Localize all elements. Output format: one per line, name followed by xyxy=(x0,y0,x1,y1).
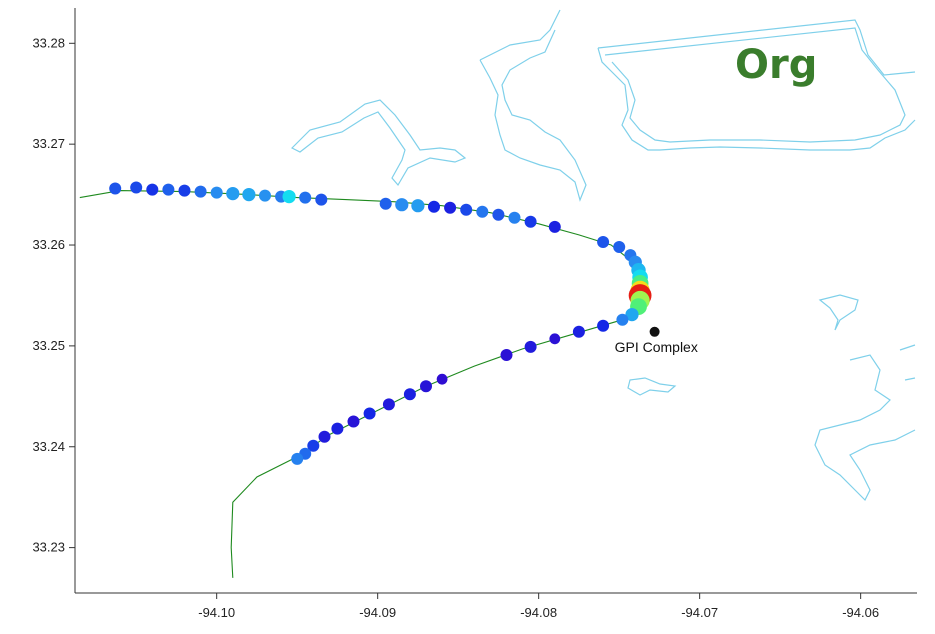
shoreline-east-inlet xyxy=(814,354,916,502)
measurement-point xyxy=(347,415,360,428)
shoreline-east-edge xyxy=(899,344,916,381)
measurement-point xyxy=(597,236,610,248)
shoreline-north-basin xyxy=(597,19,916,151)
measurement-point xyxy=(500,349,513,361)
measurement-point xyxy=(307,439,320,452)
measurement-point xyxy=(548,220,561,233)
shoreline-creek xyxy=(290,99,467,187)
measurement-point xyxy=(382,398,395,411)
x-tick-label: -94.07 xyxy=(681,605,718,620)
y-tick-label: 33.23 xyxy=(32,540,65,555)
measurement-point xyxy=(411,199,425,213)
measurement-point xyxy=(109,182,122,195)
measurement-point xyxy=(460,203,473,216)
measurement-points xyxy=(109,181,652,465)
y-tick-label: 33.27 xyxy=(32,136,65,151)
measurement-point xyxy=(524,215,537,228)
measurement-point xyxy=(403,388,416,401)
measurement-point xyxy=(259,189,271,202)
measurement-point xyxy=(331,422,344,435)
measurement-point xyxy=(242,188,256,202)
shoreline-east-bay xyxy=(818,294,859,331)
measurement-point xyxy=(315,193,328,206)
panel-label: Org xyxy=(735,42,817,88)
y-tick-label: 33.24 xyxy=(32,439,65,454)
x-tick-label: -94.09 xyxy=(359,605,396,620)
y-tick-label: 33.28 xyxy=(32,35,65,50)
measurement-point xyxy=(508,211,521,224)
measurement-point xyxy=(363,407,376,420)
measurement-point xyxy=(613,241,626,253)
measurement-point xyxy=(524,340,537,353)
measurement-point xyxy=(146,183,159,196)
shoreline-north-west xyxy=(479,9,587,202)
shoreline xyxy=(290,9,916,502)
measurement-point xyxy=(420,380,432,393)
measurement-point xyxy=(178,184,191,197)
measurement-point xyxy=(572,325,585,338)
site-label: GPI Complex xyxy=(615,339,698,355)
measurement-point xyxy=(436,373,448,385)
measurement-point xyxy=(162,183,175,196)
shoreline-south-islet xyxy=(627,377,677,396)
measurement-point xyxy=(616,313,629,326)
measurement-point xyxy=(379,197,392,210)
measurement-point xyxy=(597,319,610,332)
measurement-point xyxy=(226,187,240,201)
y-tick-label: 33.26 xyxy=(32,237,65,252)
measurement-point xyxy=(291,452,304,465)
y-tick-label: 33.25 xyxy=(32,338,65,353)
measurement-point xyxy=(476,205,489,218)
x-axis: -94.10 -94.09 -94.08 -94.07 -94.06 xyxy=(75,592,917,620)
measurement-point xyxy=(428,200,440,213)
measurement-point xyxy=(395,198,409,212)
measurement-point xyxy=(210,186,223,199)
measurement-point xyxy=(492,208,505,221)
survey-track-line xyxy=(79,190,641,578)
site-marker xyxy=(649,326,660,337)
measurement-point xyxy=(318,430,331,443)
measurement-point xyxy=(130,181,143,194)
measurement-point xyxy=(549,333,561,345)
x-tick-label: -94.08 xyxy=(520,605,557,620)
x-tick-label: -94.06 xyxy=(842,605,879,620)
measurement-point xyxy=(194,185,207,198)
measurement-point xyxy=(299,191,312,204)
measurement-point xyxy=(444,201,457,214)
measurement-point xyxy=(625,308,639,322)
measurement-point xyxy=(282,190,296,204)
y-axis: 33.23 33.24 33.25 33.26 33.27 33.28 xyxy=(32,8,76,593)
x-tick-label: -94.10 xyxy=(198,605,235,620)
